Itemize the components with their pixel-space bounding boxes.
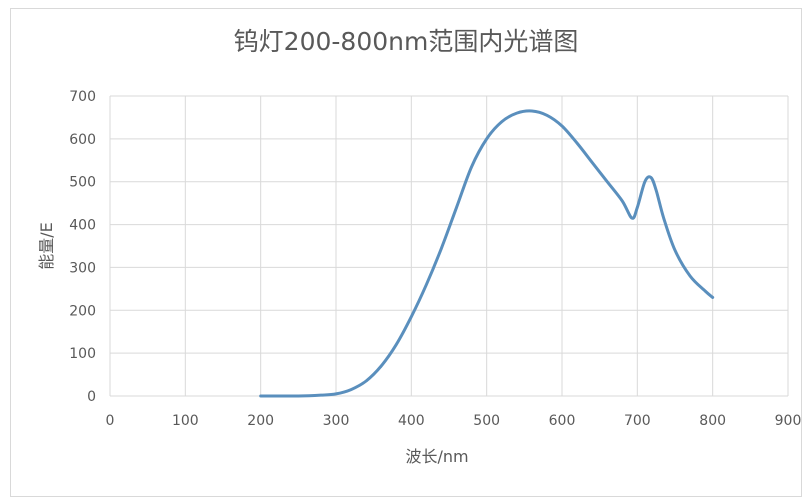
series-lines xyxy=(259,109,715,398)
x-tick-label: 700 xyxy=(624,413,651,429)
y-tick-label: 500 xyxy=(69,175,96,191)
chart-frame xyxy=(10,8,802,497)
y-tick-labels: 0 100 200 300 400 500 600 700 xyxy=(69,89,96,405)
x-tick-label: 200 xyxy=(247,413,274,429)
gridlines xyxy=(109,95,789,397)
x-tick-label: 0 xyxy=(106,413,115,429)
x-tick-label: 800 xyxy=(699,413,726,429)
x-tick-labels: 0 100 200 300 400 500 600 700 800 900 xyxy=(106,413,802,429)
x-tick-label: 900 xyxy=(775,413,802,429)
x-tick-label: 600 xyxy=(549,413,576,429)
x-tick-label: 400 xyxy=(398,413,425,429)
y-tick-label: 0 xyxy=(87,389,96,405)
chart-title: 钨灯200-800nm范围内光谱图 xyxy=(233,27,579,56)
y-tick-label: 300 xyxy=(69,260,96,276)
y-tick-label: 100 xyxy=(69,346,96,362)
y-tick-label: 200 xyxy=(69,303,96,319)
x-tick-label: 500 xyxy=(473,413,500,429)
x-tick-label: 300 xyxy=(323,413,350,429)
x-axis-label: 波长/nm xyxy=(405,447,468,466)
y-tick-label: 700 xyxy=(69,89,96,105)
y-tick-label: 600 xyxy=(69,132,96,148)
series-line-0 xyxy=(259,109,715,398)
x-tick-label: 100 xyxy=(172,413,199,429)
y-tick-label: 400 xyxy=(69,218,96,234)
y-axis-label: 能量/E xyxy=(37,222,56,270)
